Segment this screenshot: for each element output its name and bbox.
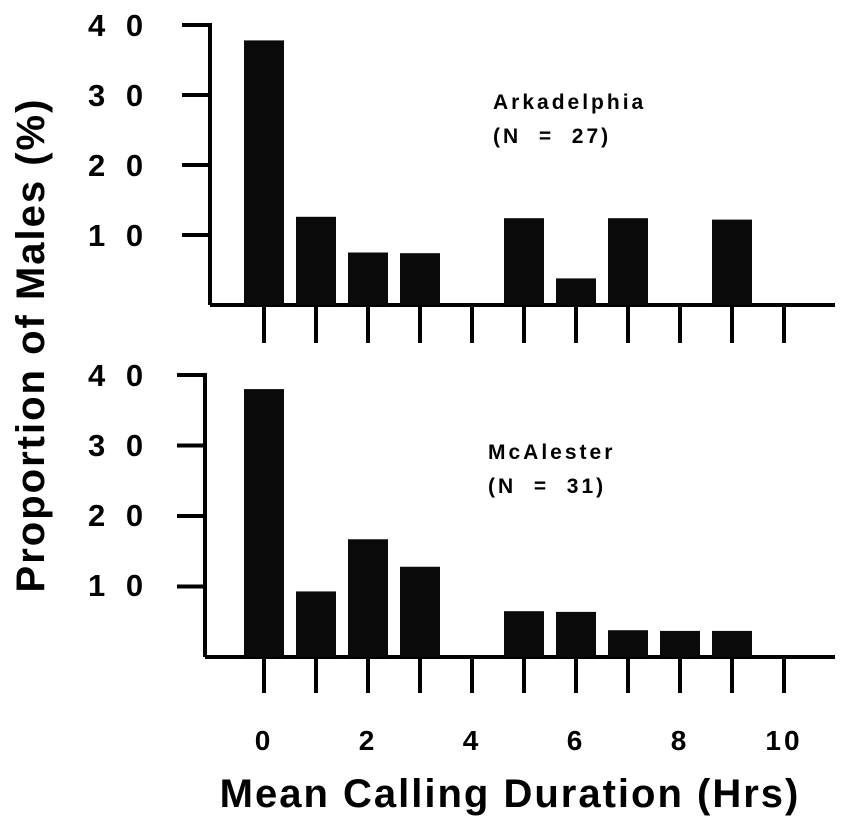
bar-arkadelphia-6 bbox=[556, 278, 596, 305]
x-tick-labels: 0 2 4 6 8 10 bbox=[255, 725, 802, 756]
panel-1-sample-size: (N = 27) bbox=[493, 125, 611, 148]
panel-1-site-label: Arkadelphia bbox=[493, 91, 646, 114]
bar-mcalester-9 bbox=[712, 630, 752, 657]
panel-1-y-tick-labels: 4 0 3 0 2 0 1 0 bbox=[88, 8, 149, 253]
bar-mcalester-8 bbox=[660, 630, 700, 657]
x-tick-label-2: 2 bbox=[359, 725, 378, 756]
bar-arkadelphia-7 bbox=[608, 218, 648, 305]
y-tick-label-40: 4 0 bbox=[88, 8, 149, 43]
bar-mcalester-0 bbox=[244, 389, 284, 657]
panel-2-bars bbox=[244, 389, 752, 657]
bar-arkadelphia-3 bbox=[400, 253, 440, 305]
y-tick-label-30: 3 0 bbox=[88, 428, 149, 463]
bar-mcalester-2 bbox=[348, 539, 388, 657]
bar-arkadelphia-2 bbox=[348, 252, 388, 305]
bar-arkadelphia-9 bbox=[712, 219, 752, 305]
bar-arkadelphia-1 bbox=[296, 216, 336, 305]
panel-2-site-label: McAlester bbox=[488, 441, 615, 464]
x-tick-label-10: 10 bbox=[765, 725, 802, 756]
y-tick-label-10: 1 0 bbox=[88, 218, 149, 253]
x-axis-title: Mean Calling Duration (Hrs) bbox=[220, 772, 801, 816]
panel-mcalester: 4 0 3 0 2 0 1 0 McAlester (N = 31) bbox=[88, 358, 835, 693]
panel-2-y-tick-labels: 4 0 3 0 2 0 1 0 bbox=[88, 358, 149, 603]
bar-mcalester-1 bbox=[296, 591, 336, 657]
y-tick-label-30: 3 0 bbox=[88, 78, 149, 113]
panel-2-sample-size: (N = 31) bbox=[488, 475, 606, 498]
x-tick-label-6: 6 bbox=[567, 725, 586, 756]
bar-mcalester-5 bbox=[504, 611, 544, 657]
bar-mcalester-7 bbox=[608, 630, 648, 657]
y-tick-label-20: 2 0 bbox=[88, 148, 149, 183]
y-axis-title: Proportion of Males (%) bbox=[9, 98, 53, 593]
x-tick-label-0: 0 bbox=[255, 725, 274, 756]
x-tick-label-8: 8 bbox=[671, 725, 690, 756]
bar-arkadelphia-0 bbox=[244, 40, 284, 306]
y-tick-label-10: 1 0 bbox=[88, 568, 149, 603]
bar-mcalester-3 bbox=[400, 566, 440, 657]
bar-mcalester-6 bbox=[556, 611, 596, 657]
y-tick-label-20: 2 0 bbox=[88, 498, 149, 533]
panel-1-bars bbox=[244, 40, 752, 306]
panel-arkadelphia: 4 0 3 0 2 0 1 0 Arkadelphia (N = 27) bbox=[88, 8, 835, 343]
bar-arkadelphia-5 bbox=[504, 218, 544, 305]
x-tick-label-4: 4 bbox=[463, 725, 482, 756]
y-tick-label-40: 4 0 bbox=[88, 358, 149, 393]
